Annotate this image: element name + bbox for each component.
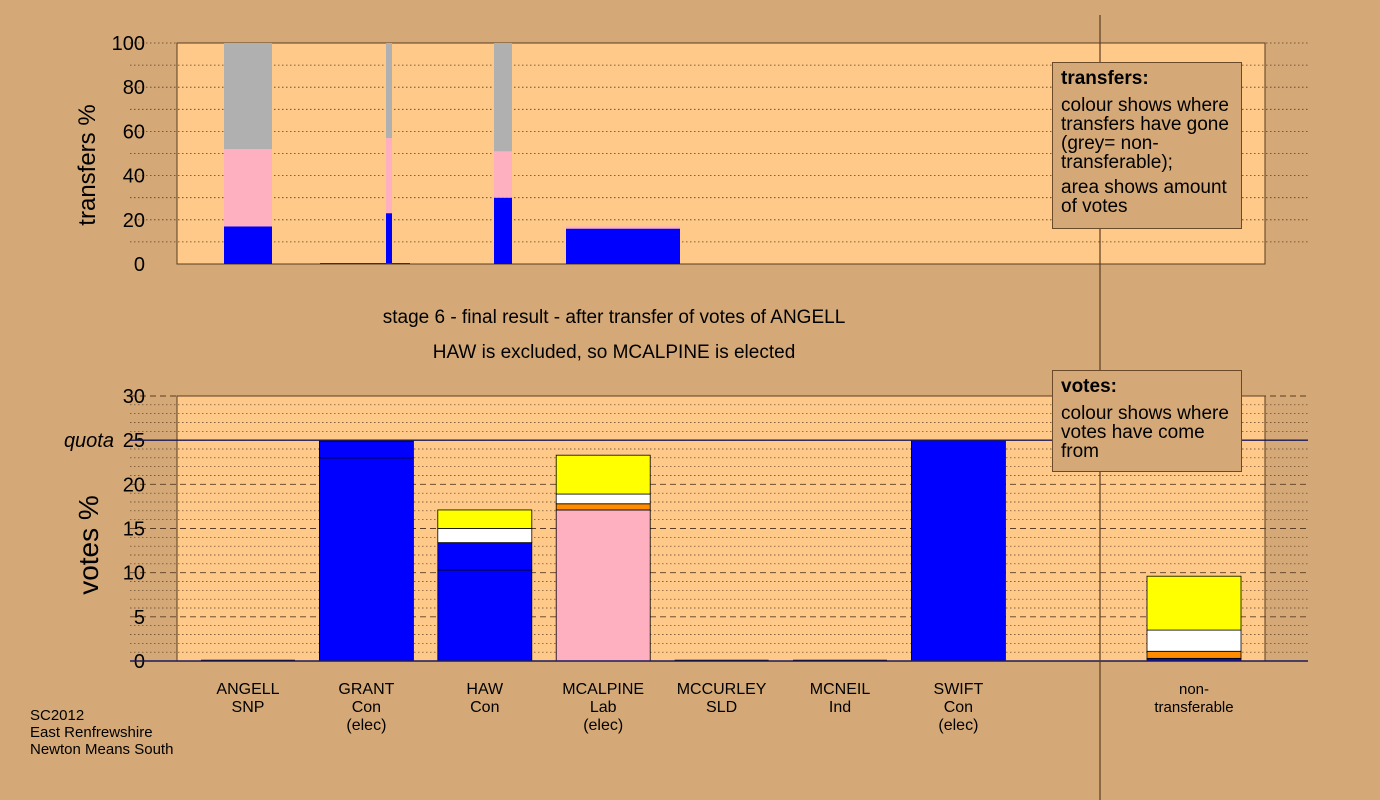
transfers-tick-label: 20: [123, 210, 145, 232]
transfer-bar-segment: [386, 213, 392, 264]
vote-bar-segment: [1146, 629, 1242, 652]
transfers-tick-label: 0: [134, 254, 145, 276]
transfers-tick-label: 40: [123, 166, 145, 188]
candidate-label: ANGELL: [216, 681, 279, 698]
votes-axis-label: votes %: [73, 495, 104, 595]
vote-bar-segment: [1146, 575, 1242, 631]
vote-bar-segment: [555, 509, 651, 662]
votes-tick-label: 10: [123, 563, 145, 585]
headline-line-2: HAW is excluded, so MCALPINE is elected: [433, 342, 796, 363]
vote-bar-segment: [555, 454, 651, 495]
candidate-label: SWIFT: [934, 681, 984, 698]
transfers-legend-box: transfers: colour shows where transfers …: [1052, 62, 1242, 229]
candidate-label: SNP: [232, 699, 265, 716]
transfer-bar-segment: [494, 151, 512, 198]
footer-line-2: East Renfrewshire: [30, 724, 153, 741]
headline-line-1: stage 6 - final result - after transfer …: [383, 307, 846, 328]
votes-tick-label: 20: [123, 474, 145, 496]
transfer-bar-segment: [566, 228, 680, 264]
footer-line-3: Newton Means South: [30, 741, 174, 758]
candidate-label: Lab: [590, 699, 617, 716]
transfer-bar-segment: [224, 226, 272, 264]
candidate-label: non-: [1179, 681, 1209, 698]
transfer-bar-segment: [224, 43, 272, 150]
transfers-legend-title: transfers:: [1061, 68, 1149, 89]
candidate-label: SLD: [706, 699, 737, 716]
vote-bar-segment: [318, 457, 414, 662]
candidate-label: transferable: [1154, 699, 1233, 716]
quota-label: quota: [64, 430, 114, 452]
candidate-label: (elec): [583, 717, 623, 734]
vote-bar-segment: [318, 440, 414, 459]
vote-bar-segment: [911, 439, 1006, 662]
transfers-legend-text-1: colour shows where transfers have gone (…: [1061, 95, 1229, 173]
votes-tick-label: 0: [134, 651, 145, 673]
candidate-label: HAW: [466, 681, 504, 698]
transfers-tick-label: 100: [112, 33, 145, 55]
candidate-label: (elec): [938, 717, 978, 734]
candidate-label: MCNEIL: [810, 681, 871, 698]
votes-tick-label: 15: [123, 519, 145, 541]
candidate-label: GRANT: [338, 681, 394, 698]
vote-bar-segment: [437, 528, 533, 544]
candidate-label: MCCURLEY: [677, 681, 767, 698]
footer-line-1: SC2012: [30, 707, 85, 724]
candidate-label: Con: [352, 699, 381, 716]
vote-bar-segment: [437, 509, 533, 529]
transfer-bar-segment: [494, 43, 512, 152]
candidate-label: MCALPINE: [562, 681, 644, 698]
transfers-tick-label: 80: [123, 77, 145, 99]
votes-tick-label: 30: [123, 386, 145, 408]
transfer-bar-segment: [566, 226, 680, 229]
candidate-label: Con: [944, 699, 973, 716]
transfer-bar-segment: [224, 149, 272, 227]
candidate-label: Ind: [829, 699, 851, 716]
votes-legend-box: votes: colour shows where votes have com…: [1052, 370, 1242, 472]
vote-bar-segment: [555, 503, 651, 511]
transfer-bar-segment: [386, 138, 392, 214]
vote-bar-segment: [437, 542, 533, 571]
vote-bar-segment: [437, 569, 533, 662]
votes-tick-label: 5: [134, 607, 145, 629]
votes-legend-text-1: colour shows where votes have come from: [1061, 403, 1229, 462]
transfers-axis-label: transfers %: [74, 104, 101, 225]
vote-bar-segment: [1146, 650, 1242, 659]
transfer-bar-segment: [386, 43, 392, 139]
votes-legend-title: votes:: [1061, 376, 1117, 397]
footer: SC2012 East Renfrewshire Newton Means So…: [30, 707, 173, 758]
votes-tick-label: 25: [123, 430, 145, 452]
candidate-label: Con: [470, 699, 499, 716]
transfers-legend-text-2: area shows amount of votes: [1061, 177, 1227, 217]
vote-bar-segment: [555, 493, 651, 505]
transfer-bar-segment: [494, 197, 512, 264]
transfers-tick-label: 60: [123, 121, 145, 143]
candidate-label: (elec): [346, 717, 386, 734]
